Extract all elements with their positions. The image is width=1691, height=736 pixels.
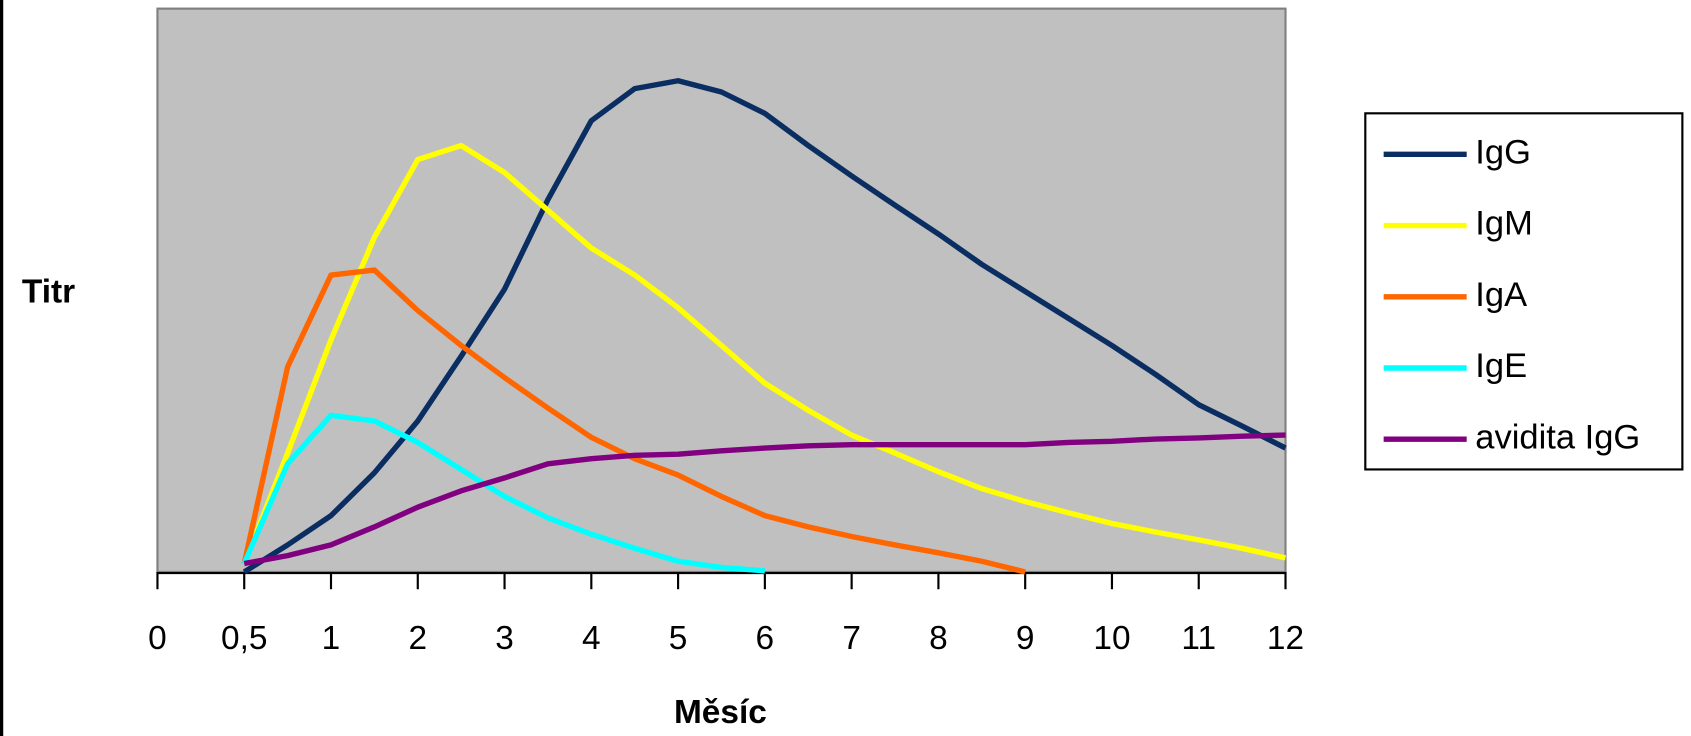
legend-label: IgE	[1475, 347, 1527, 385]
legend	[1364, 112, 1684, 471]
x-tick-label: 6	[756, 620, 775, 657]
x-tick-label: 12	[1267, 620, 1304, 657]
legend-label: IgA	[1475, 276, 1527, 314]
x-tick-label: 1	[322, 620, 341, 657]
x-tick-label: 2	[408, 620, 427, 657]
series-line	[243, 432, 1286, 567]
series-line	[241, 267, 1026, 575]
x-tick-label: 0,5	[221, 620, 267, 657]
y-axis-title: Titr	[22, 273, 75, 310]
left-edge	[0, 0, 4, 736]
x-tick-label: 5	[669, 620, 688, 657]
x-axis-title: Měsíc	[674, 694, 767, 731]
x-tick-label: 4	[582, 620, 601, 657]
x-tick-label: 9	[1016, 620, 1035, 657]
x-tick-label: 11	[1181, 620, 1216, 657]
x-tick-label: 7	[842, 620, 861, 657]
plot-area	[156, 7, 1287, 574]
series-line	[242, 78, 1287, 575]
legend-label: IgM	[1475, 205, 1533, 243]
x-tick-label: 0	[148, 620, 167, 657]
x-tick-label: 3	[495, 620, 514, 657]
series-line	[241, 142, 1287, 565]
x-tick-label: 8	[929, 620, 948, 657]
legend-label: avidita IgG	[1475, 418, 1640, 456]
series-line	[241, 412, 766, 574]
x-tick-label: 10	[1093, 620, 1130, 657]
legend-label: IgG	[1475, 133, 1531, 171]
